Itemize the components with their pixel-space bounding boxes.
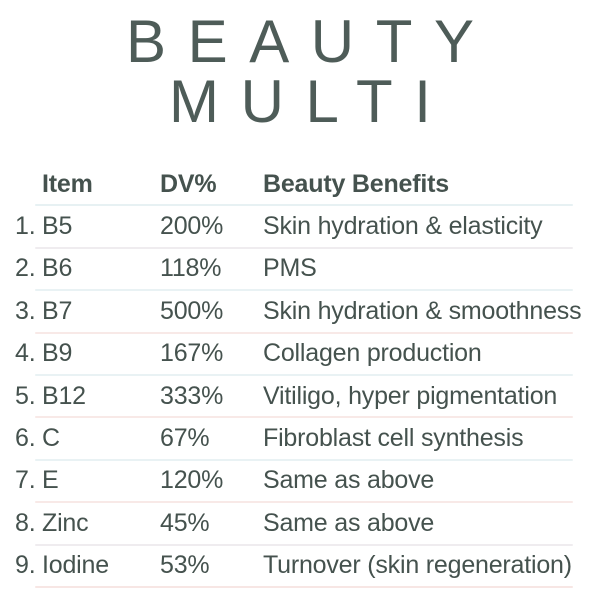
row-number: 3. bbox=[15, 296, 36, 325]
benefits-table: Item DV% Beauty Benefits 1. B5 200% Skin… bbox=[15, 164, 582, 588]
table-header-row: Item DV% Beauty Benefits bbox=[15, 164, 573, 204]
benefit-cell: Same as above bbox=[263, 508, 435, 537]
row-divider bbox=[35, 501, 573, 504]
benefit-cell: Turnover (skin regeneration) bbox=[263, 551, 572, 580]
table-row: 3. B7 500% Skin hydration & smoothness bbox=[15, 291, 582, 331]
table-row: 6. C 67% Fibroblast cell synthesis bbox=[15, 418, 573, 458]
item-cell: E bbox=[42, 466, 59, 495]
header-divider bbox=[35, 204, 573, 207]
dv-cell: 45% bbox=[160, 508, 210, 537]
title-line-2: MULTI bbox=[169, 68, 453, 135]
benefit-cell: Skin hydration & smoothness bbox=[263, 296, 582, 325]
row-divider bbox=[35, 373, 573, 376]
row-divider bbox=[35, 289, 573, 292]
row-divider bbox=[35, 543, 573, 546]
table-row: 8. Zinc 45% Same as above bbox=[15, 503, 573, 543]
item-cell: C bbox=[42, 424, 60, 453]
row-divider bbox=[35, 246, 573, 249]
column-header-dv: DV% bbox=[160, 169, 217, 198]
item-cell: B7 bbox=[42, 296, 73, 325]
item-cell: Iodine bbox=[42, 551, 109, 580]
row-divider bbox=[35, 331, 573, 334]
row-divider bbox=[35, 458, 573, 461]
item-cell: B5 bbox=[42, 212, 73, 241]
table-row: 5. B12 333% Vitiligo, hyper pigmentation bbox=[15, 376, 573, 416]
dv-cell: 53% bbox=[160, 551, 210, 580]
row-number: 6. bbox=[15, 424, 36, 453]
dv-cell: 120% bbox=[160, 466, 224, 495]
title-line-1: BEAUTY bbox=[125, 8, 496, 75]
dv-cell: 200% bbox=[160, 212, 224, 241]
row-number: 2. bbox=[15, 254, 36, 283]
dv-cell: 500% bbox=[160, 296, 224, 325]
row-number: 8. bbox=[15, 508, 36, 537]
column-header-item: Item bbox=[42, 169, 93, 198]
table-row: 1. B5 200% Skin hydration & elasticity bbox=[15, 206, 573, 246]
row-number: 7. bbox=[15, 466, 36, 495]
row-number: 5. bbox=[15, 381, 36, 410]
item-cell: B9 bbox=[42, 339, 73, 368]
dv-cell: 118% bbox=[160, 254, 222, 283]
benefit-cell: Vitiligo, hyper pigmentation bbox=[263, 381, 558, 410]
item-cell: Zinc bbox=[42, 508, 89, 537]
table-row: 7. E 120% Same as above bbox=[15, 461, 573, 501]
benefit-cell: Fibroblast cell synthesis bbox=[263, 424, 524, 453]
row-divider bbox=[35, 585, 573, 588]
benefit-cell: Skin hydration & elasticity bbox=[263, 212, 543, 241]
dv-cell: 67% bbox=[160, 424, 210, 453]
row-number: 9. bbox=[15, 551, 36, 580]
benefit-cell: PMS bbox=[263, 254, 317, 283]
dv-cell: 167% bbox=[160, 339, 224, 368]
table-row: 9. Iodine 53% Turnover (skin regeneratio… bbox=[15, 546, 573, 586]
benefit-cell: Collagen production bbox=[263, 339, 482, 368]
benefit-cell: Same as above bbox=[263, 466, 435, 495]
table-row: 4. B9 167% Collagen production bbox=[15, 334, 573, 374]
dv-cell: 333% bbox=[160, 381, 224, 410]
table-row: 2. B6 118% PMS bbox=[15, 249, 573, 289]
item-cell: B6 bbox=[42, 254, 73, 283]
column-header-benefits: Beauty Benefits bbox=[263, 169, 449, 198]
item-cell: B12 bbox=[42, 381, 86, 410]
row-divider bbox=[35, 416, 573, 419]
page-title: BEAUTY MULTI bbox=[0, 0, 600, 132]
row-number: 4. bbox=[15, 339, 36, 368]
row-number: 1. bbox=[15, 212, 36, 241]
